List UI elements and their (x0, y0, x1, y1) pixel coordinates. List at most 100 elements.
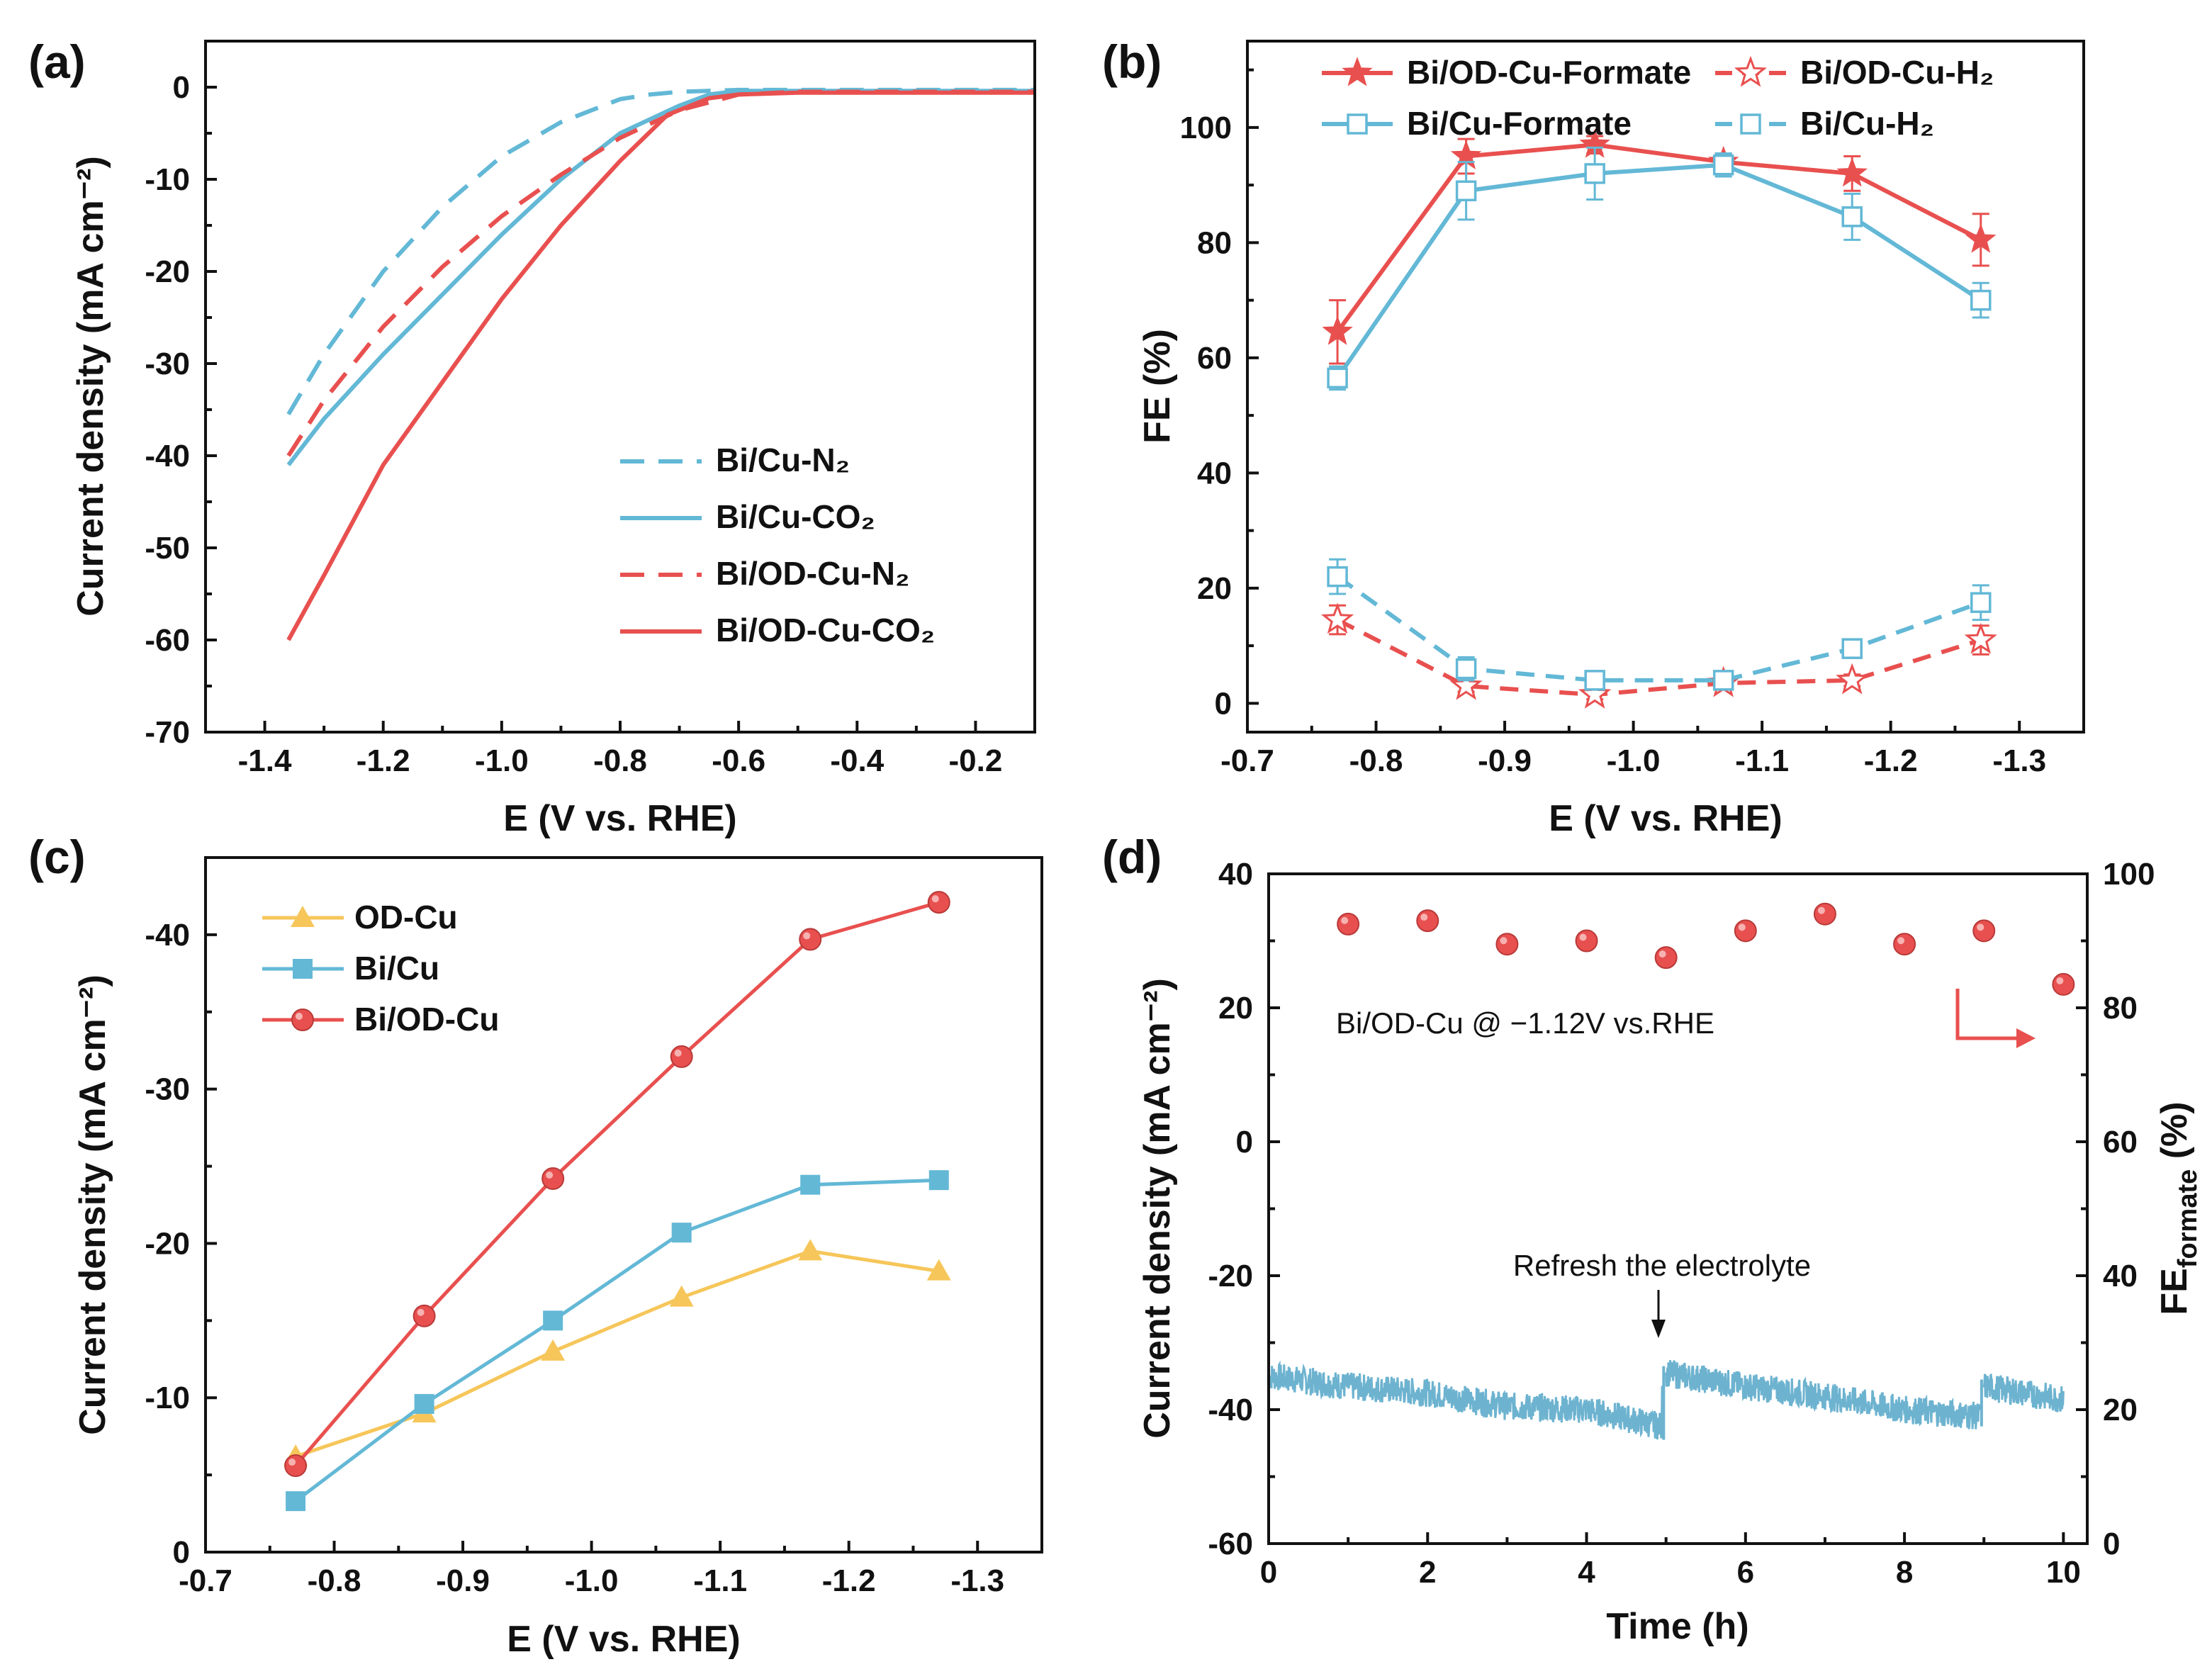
b-legend-marker-3 (1740, 113, 1761, 135)
panel-d-fe-axis-arrow (1955, 989, 2036, 1048)
panel-b-xlabel: E (V vs. RHE) (1549, 798, 1782, 839)
b-point-0 (1322, 315, 1353, 345)
d-y2tick-label: 20 (2103, 1393, 2138, 1427)
d-current-trace-0 (1267, 1360, 1663, 1440)
b-xtick-label: -0.9 (1478, 743, 1532, 778)
d-fe-point (2052, 972, 2075, 996)
c-point-1 (800, 1174, 821, 1195)
panel-d-xlabel: Time (h) (1606, 1606, 1748, 1647)
a-xtick-label: -0.2 (949, 743, 1003, 778)
panel-label-b: (b) (1102, 35, 1162, 88)
b-legend-marker-0 (1342, 57, 1373, 86)
c-point-2-body (670, 1045, 693, 1068)
panel-b: (b) -0.7 -0.8 -0.9 -1.0 -1.1 -1.2 -1.3 0 20 40 60 8… (1102, 35, 2085, 839)
b-point-1 (1449, 668, 1483, 700)
c-point-0 (798, 1239, 823, 1261)
c-point-2-shine (931, 895, 939, 903)
a-legend-label-1: Bi/Cu-CO₂ (716, 498, 875, 535)
panel-a-lines (286, 87, 1035, 641)
b-legend-marker-1 (1734, 55, 1768, 87)
panel-a-legend: Bi/Cu-N₂ Bi/Cu-CO₂ Bi/OD-Cu-N₂ Bi/OD-Cu-CO₂ (620, 442, 935, 648)
d-fe-point-body (1416, 909, 1439, 933)
panel-d-y2label-main: FE (2154, 1268, 2195, 1315)
panel-a-xlabel: E (V vs. RHE) (503, 798, 736, 839)
panel-a-frame (204, 40, 1036, 734)
panel-b-lines (1321, 128, 1997, 709)
a-series-line-1 (286, 89, 1035, 466)
a-ytick-label: 0 (173, 70, 190, 105)
b-xtick-label: -1.2 (1864, 743, 1918, 778)
c-point-2-shine (674, 1049, 682, 1057)
b-point-3 (1455, 658, 1477, 680)
d-ytick-label: 40 (1218, 857, 1253, 892)
c-point-2-body (799, 928, 822, 951)
panel-c-lines (283, 891, 951, 1512)
d-y2tick-label: 60 (2103, 1125, 2138, 1159)
panel-d-y2label-unit: (%) (2154, 1101, 2195, 1169)
d-current-trace-1 (1665, 1359, 1982, 1430)
b-point-2 (1712, 154, 1734, 176)
d-y2tick-label: 80 (2103, 991, 2138, 1026)
panel-c-ticks: -0.7 -0.8 -0.9 -1.0 -1.1 -1.2 -1.3 0 -10 -20 -30 -4… (145, 918, 1004, 1598)
c-legend-marker-1 (293, 959, 313, 979)
c-point-1 (414, 1393, 434, 1414)
c-point-2-body (541, 1167, 565, 1190)
d-fe-point-body (2052, 972, 2075, 996)
c-legend-label-2: Bi/OD-Cu (354, 1001, 499, 1038)
a-ytick-label: -30 (145, 347, 190, 381)
b-series-line-0 (1335, 142, 1982, 334)
d-fe-point-body (1337, 912, 1360, 936)
c-ytick-label: -20 (145, 1226, 190, 1261)
d-xtick-label: 4 (1578, 1555, 1595, 1590)
d-current-trace-2 (1982, 1373, 2065, 1412)
panel-c-ylabel: Current density (mA cm⁻²) (72, 974, 113, 1435)
d-fe-point (1813, 902, 1836, 926)
panel-c-legend: OD-Cu Bi/Cu Bi/OD-Cu (262, 899, 499, 1038)
c-point-2-shine (417, 1308, 425, 1316)
b-xtick-label: -1.3 (1992, 743, 2046, 778)
d-fe-point-shine (1579, 933, 1587, 941)
b-point-3 (1327, 566, 1348, 588)
panel-a-ticks: -1.4 -1.2 -1.0 -0.8 -0.6 -0.4 -0.2 0 -10 -20 -30 -4… (145, 70, 1002, 778)
c-point-0 (926, 1259, 951, 1281)
panel-d-ticks: 0 2 4 6 8 10 -60 -40 -20 0 20 40 0 20 40 60 80 100 (1208, 857, 2155, 1590)
b-legend-marker-2 (1347, 113, 1368, 135)
b-point-3 (1584, 670, 1605, 691)
c-point-2 (284, 1454, 308, 1478)
c-point-2 (799, 928, 822, 951)
panel-b-frame (1246, 40, 2085, 734)
d-fe-point-body (1734, 919, 1757, 943)
c-legend-marker-0 (291, 906, 315, 927)
b-legend-label-1: Bi/OD-Cu-H₂ (1800, 54, 1994, 91)
b-xtick-label: -1.0 (1607, 743, 1661, 778)
panel-c: (c) -0.7 -0.8 -0.9 -1.0 -1.1 -1.2 -1.30-10-20-… (28, 831, 1043, 1660)
c-ytick-label: -10 (145, 1381, 190, 1415)
c-ytick-label: -30 (145, 1072, 190, 1107)
panel-d-y2label-sub: formate (2173, 1169, 2203, 1268)
panel-label-a: (a) (28, 35, 86, 88)
d-fe-point-body (1495, 933, 1519, 956)
c-point-0 (669, 1285, 694, 1307)
d-fe-point (1972, 919, 1996, 943)
d-fe-point (1416, 909, 1439, 933)
c-point-1 (671, 1223, 692, 1243)
c-xtick-label: -1.3 (950, 1563, 1004, 1598)
d-ytick-label: -40 (1208, 1393, 1253, 1427)
c-point-2-shine (546, 1171, 554, 1179)
c-ytick-label: -40 (145, 918, 190, 953)
panel-d-y2label: FEformate (%) (2154, 1101, 2203, 1315)
b-ytick-label: 40 (1197, 456, 1232, 490)
d-y2tick-label: 40 (2103, 1259, 2138, 1293)
c-point-2 (412, 1304, 436, 1327)
c-legend-marker-2 (291, 1009, 314, 1031)
a-series-line-2 (286, 89, 1035, 457)
panel-d-frame (1267, 872, 2089, 1545)
c-point-2-shine (288, 1459, 296, 1466)
a-series-line-3 (286, 90, 1035, 641)
d-fe-point-body (1654, 946, 1678, 970)
b-ytick-label: 20 (1197, 571, 1232, 606)
d-fe-point-shine (1817, 906, 1825, 914)
panel-c-xlabel: E (V vs. RHE) (507, 1619, 740, 1660)
d-fe-point-shine (1500, 937, 1508, 945)
